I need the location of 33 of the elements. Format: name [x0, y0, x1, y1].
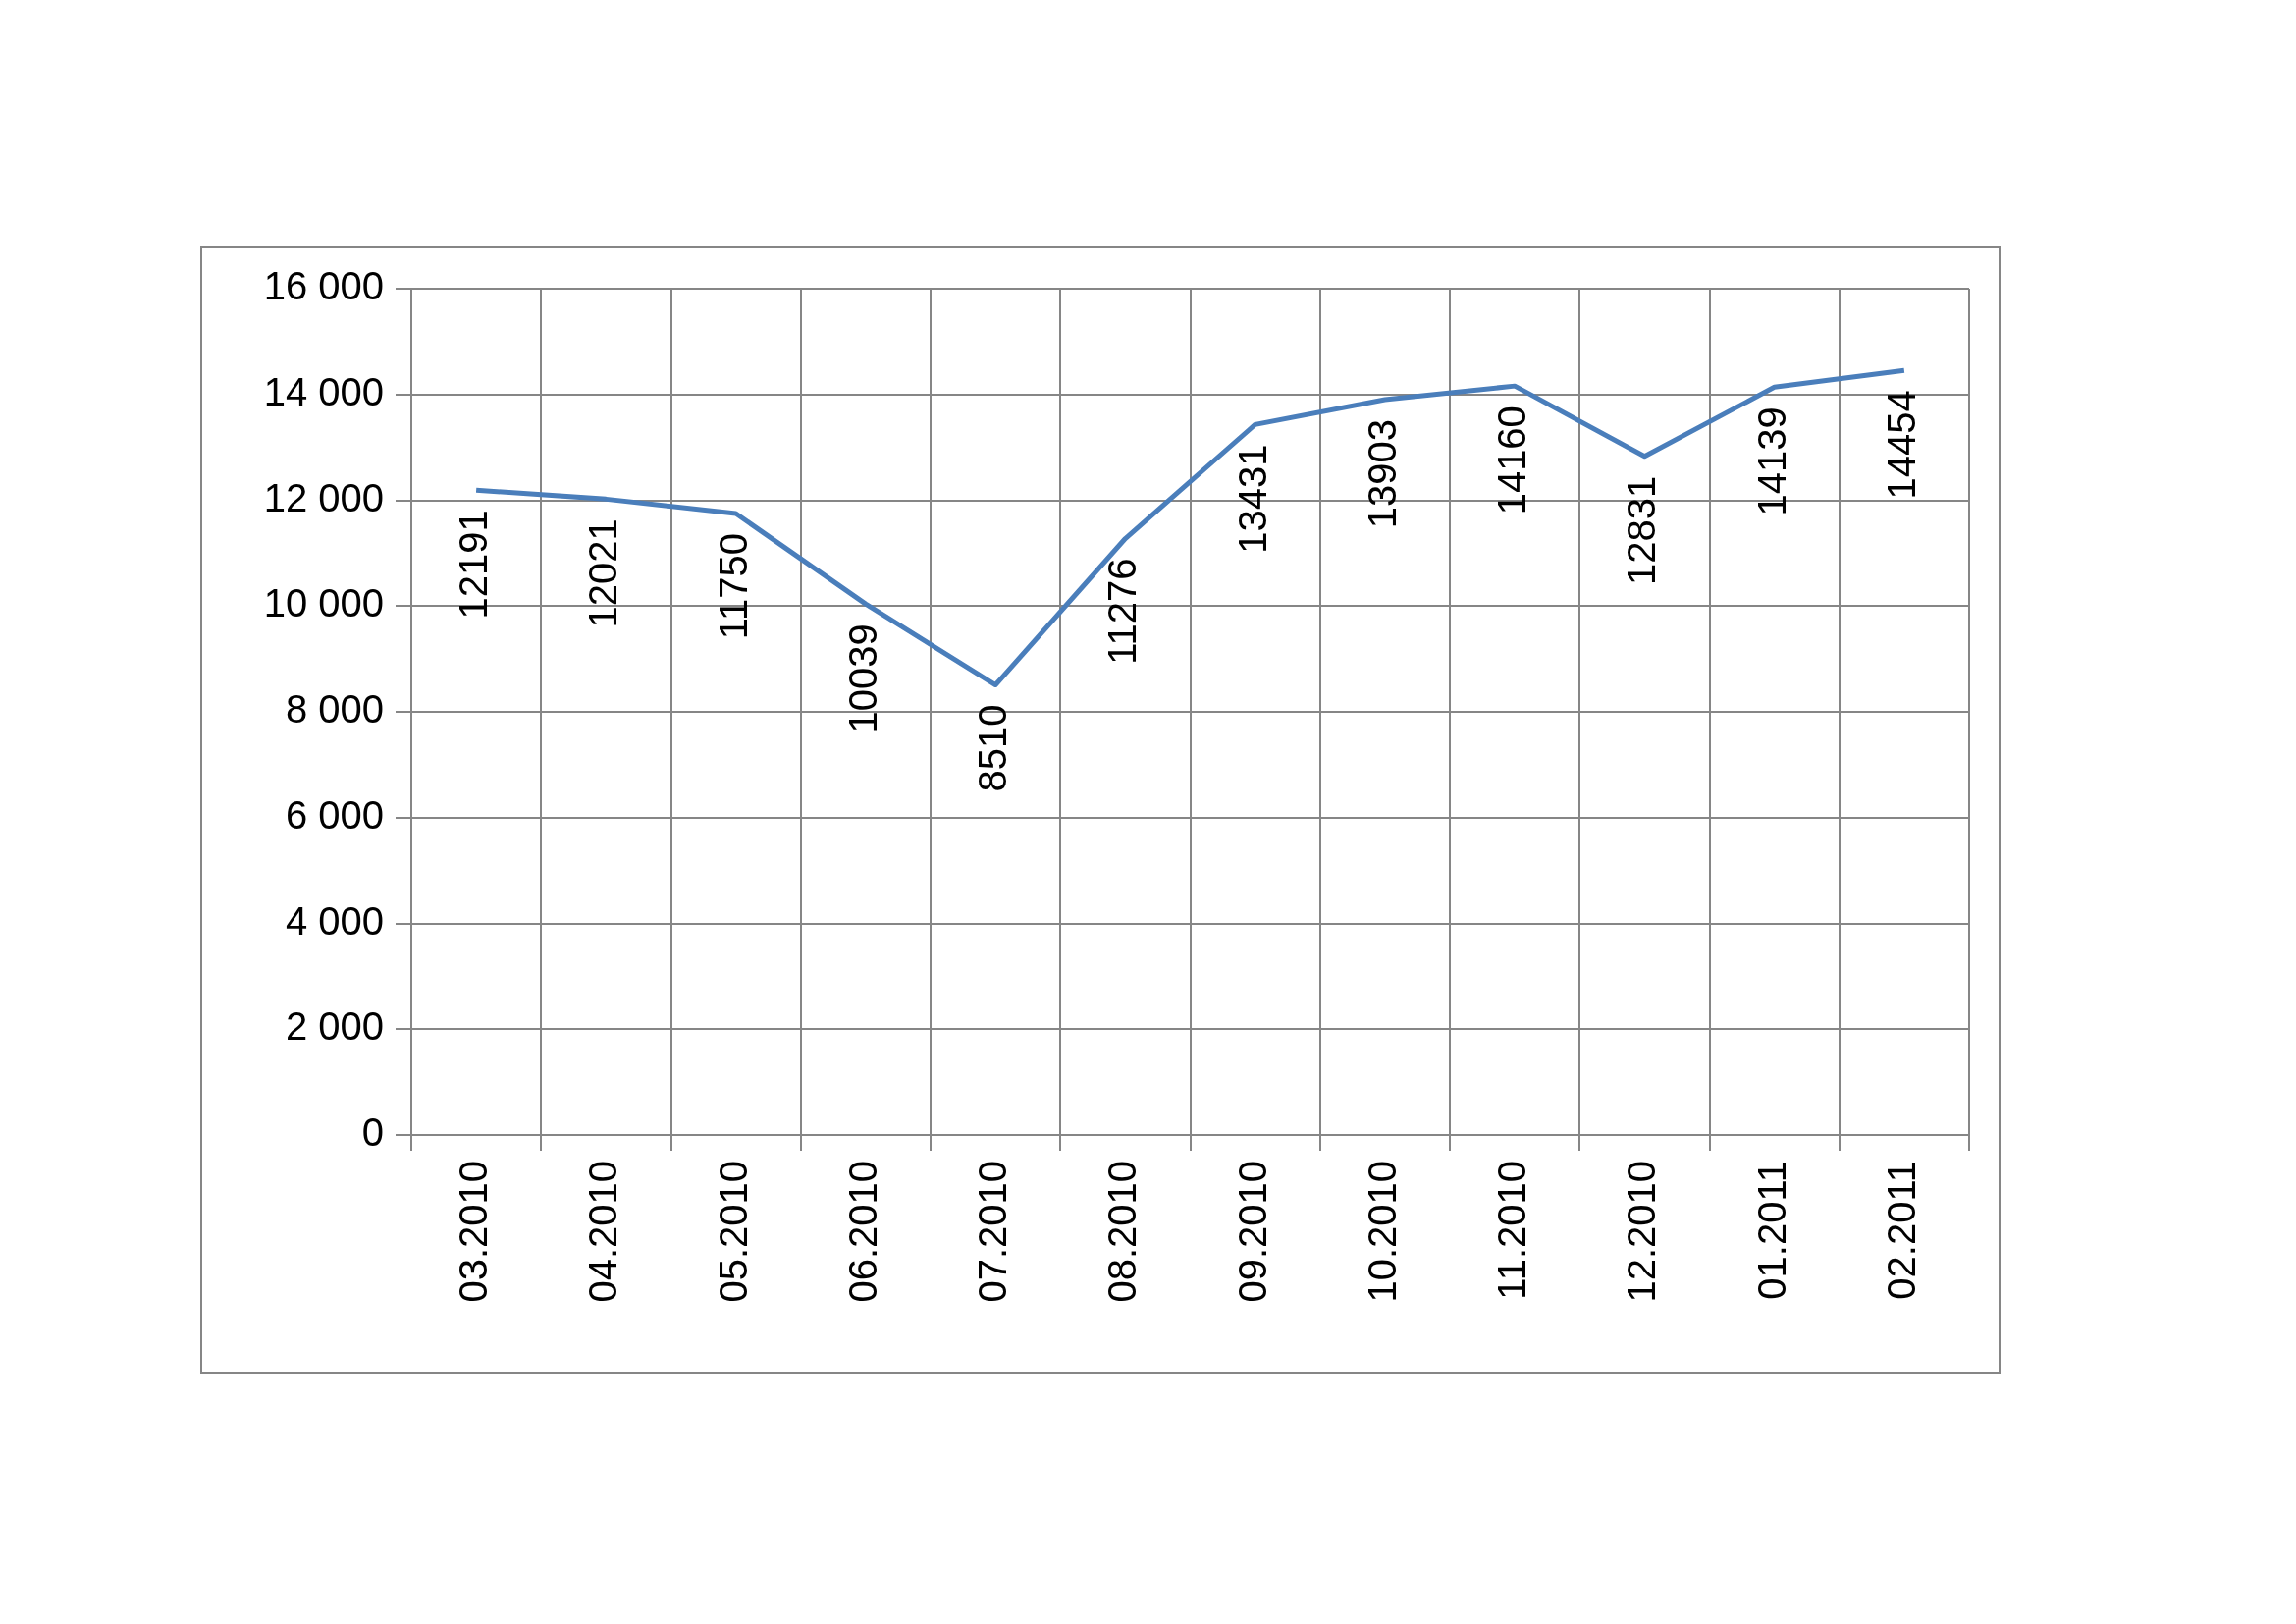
x-tick-label: 11.2010: [1490, 1161, 1534, 1300]
x-tick-label: 06.2010: [840, 1161, 884, 1303]
y-tick-label: 8 000: [285, 687, 384, 731]
data-label: 14454: [1879, 390, 1923, 500]
data-label: 12191: [452, 510, 496, 620]
data-label: 14160: [1490, 406, 1534, 515]
y-tick-label: 16 000: [263, 264, 384, 308]
data-label: 10039: [840, 623, 884, 733]
data-label: 11750: [711, 532, 755, 640]
y-tick-label: 2 000: [285, 1004, 384, 1049]
x-tick-label: 04.2010: [581, 1161, 625, 1303]
data-label: 12831: [1620, 475, 1664, 585]
data-label: 8510: [971, 704, 1015, 792]
x-tick-label: 02.2011: [1879, 1161, 1923, 1300]
data-label: 14139: [1749, 406, 1793, 516]
y-tick-label: 12 000: [263, 475, 384, 519]
y-tick-label: 10 000: [263, 581, 384, 625]
data-label: 12021: [581, 518, 625, 628]
x-tick-label: 08.2010: [1100, 1161, 1145, 1303]
data-label: 13903: [1360, 418, 1404, 529]
data-label: 11276: [1100, 558, 1145, 665]
x-tick-label: 09.2010: [1230, 1161, 1274, 1303]
y-tick-label: 14 000: [263, 369, 384, 413]
x-tick-label: 12.2010: [1620, 1161, 1664, 1303]
x-tick-label: 07.2010: [971, 1161, 1015, 1303]
x-tick-label: 10.2010: [1360, 1161, 1404, 1303]
x-tick-label: 05.2010: [711, 1161, 755, 1303]
y-tick-label: 6 000: [285, 792, 384, 837]
x-tick-label: 03.2010: [452, 1161, 496, 1303]
y-tick-label: 4 000: [285, 898, 384, 943]
x-tick-label: 01.2011: [1749, 1161, 1793, 1300]
data-label: 13431: [1230, 444, 1274, 554]
y-tick-label: 0: [361, 1110, 384, 1155]
